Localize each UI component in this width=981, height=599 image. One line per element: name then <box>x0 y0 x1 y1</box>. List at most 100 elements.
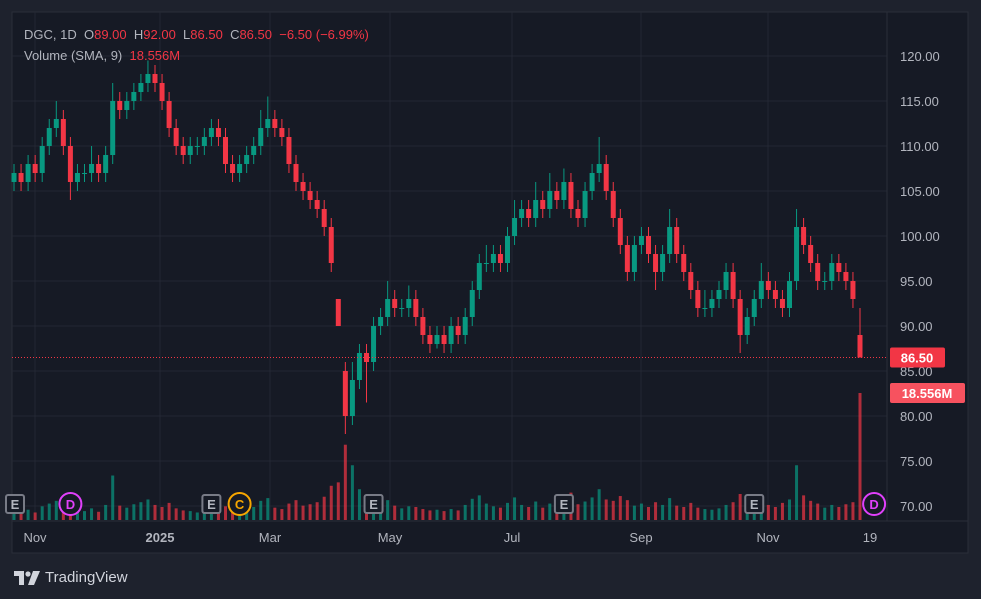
open-value: 89.00 <box>94 27 127 42</box>
y-tick-label: 80.00 <box>900 409 933 424</box>
volume-bar <box>583 501 587 520</box>
volume-bar <box>202 509 206 520</box>
axes: 120.00 115.00 110.00 105.00 100.00 95.00 90.00… <box>12 12 968 545</box>
candle-body <box>258 128 264 146</box>
volume-bar <box>639 503 643 520</box>
split-icon <box>227 492 252 516</box>
split-event-marker[interactable]: C <box>227 492 252 516</box>
candle-body <box>681 254 687 272</box>
volume-badge <box>890 383 965 403</box>
volume-bar <box>224 506 227 520</box>
candle-body <box>138 83 144 92</box>
volume-bar <box>456 510 460 520</box>
volume-row: Volume (SMA, 9) 18.556M <box>24 45 369 66</box>
y-tick-label: 115.00 <box>900 94 939 109</box>
x-tick-label: Nov <box>756 530 780 545</box>
volume-bar <box>463 504 467 520</box>
candle-body <box>392 299 398 308</box>
volume-bar <box>350 465 354 520</box>
candle-body <box>709 299 715 308</box>
volume-bar <box>118 505 122 520</box>
x-tick-label: Jul <box>504 530 521 545</box>
volume-bar <box>19 513 23 520</box>
tradingview-logo[interactable]: TradingView <box>14 569 128 586</box>
earnings-event-marker[interactable]: E <box>5 494 25 514</box>
candle-body <box>356 353 362 380</box>
volume-bar <box>181 510 185 520</box>
candle-body <box>497 254 503 263</box>
candle-body <box>385 299 391 317</box>
volume-bar <box>153 504 157 520</box>
candle-body <box>646 236 651 254</box>
candle-body <box>441 335 447 344</box>
candle-body <box>251 146 257 155</box>
candle-body <box>660 254 666 272</box>
volume-bar <box>802 495 806 520</box>
candle-body <box>265 119 271 128</box>
candle-body <box>307 191 313 200</box>
volume-bar <box>139 502 143 520</box>
candle-body <box>751 299 757 317</box>
volume-bar <box>534 501 538 520</box>
candle-body <box>603 164 609 191</box>
candle-body <box>787 281 792 308</box>
event-label: D <box>66 497 75 512</box>
dividend-event-marker[interactable]: D <box>862 492 887 516</box>
dividend-event-marker[interactable]: D <box>58 492 83 516</box>
volume-bar <box>125 507 129 520</box>
volume-bar <box>830 504 834 520</box>
candle-body <box>110 101 116 155</box>
candle-body <box>371 326 377 362</box>
candle-body <box>67 146 73 182</box>
earnings-event-marker[interactable]: E <box>363 494 384 514</box>
candle-body <box>462 317 468 335</box>
candle-body <box>124 101 130 110</box>
earnings-event-marker[interactable]: E <box>201 494 222 514</box>
y-tick-label: 95.00 <box>900 274 933 289</box>
volume-label[interactable]: Volume (SMA, 9) <box>24 48 123 63</box>
volume-bar <box>393 505 397 520</box>
candle-body <box>60 119 66 146</box>
volume-bar <box>541 507 545 520</box>
volume-bar <box>788 499 791 520</box>
candle-body <box>568 182 574 209</box>
volume-bar <box>308 504 312 520</box>
volume-bar <box>675 505 679 520</box>
candle-body <box>173 128 179 146</box>
candle-body <box>737 299 743 335</box>
candle-body <box>624 245 630 272</box>
candle-body <box>554 191 560 200</box>
candle-body <box>74 173 80 182</box>
event-label: E <box>207 497 216 512</box>
x-tick-label: Mar <box>259 530 282 545</box>
candle-body <box>674 227 680 254</box>
volume-bar <box>47 503 51 520</box>
volume-bar <box>61 509 65 520</box>
volume-bar <box>12 511 16 520</box>
volume-bar <box>703 509 707 520</box>
volume-bar <box>795 465 799 520</box>
volume-bar <box>188 511 192 520</box>
volume-bar <box>54 500 58 520</box>
brand-name: TradingView <box>45 569 128 586</box>
candle-body <box>582 191 588 218</box>
candle-body <box>11 173 17 182</box>
symbol-label[interactable]: DGC, 1D <box>24 27 77 42</box>
volume-bar <box>844 504 848 520</box>
volume-bar <box>414 506 418 520</box>
candle-body <box>152 74 158 83</box>
volume-bar <box>407 506 411 520</box>
volume-bar <box>527 506 531 520</box>
candle-body <box>103 155 109 173</box>
earnings-event-marker[interactable]: E <box>744 494 765 514</box>
volume-bar <box>668 498 672 520</box>
volume-bar <box>421 509 425 520</box>
candle-body <box>237 164 243 173</box>
volume-bar <box>343 444 347 520</box>
dividend-icon <box>58 492 83 516</box>
candle-body <box>25 164 31 182</box>
earnings-event-marker[interactable]: E <box>553 494 574 514</box>
candle-body <box>434 335 440 344</box>
